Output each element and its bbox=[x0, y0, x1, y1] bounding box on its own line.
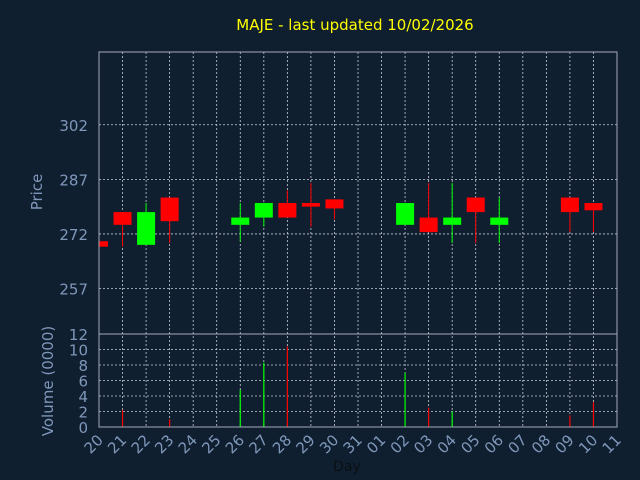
x-tick-label: 25 bbox=[198, 431, 224, 457]
candle-body bbox=[419, 217, 438, 233]
volume-tick-label: 12 bbox=[69, 326, 88, 344]
candle-body bbox=[325, 199, 344, 209]
price-tick-label: 287 bbox=[59, 171, 88, 189]
x-tick-label: 06 bbox=[481, 431, 507, 457]
price-axis-label: Price bbox=[28, 174, 46, 211]
candle-body bbox=[490, 217, 509, 225]
volume-tick-label: 4 bbox=[78, 388, 88, 406]
volume-tick-label: 10 bbox=[69, 342, 88, 360]
x-tick-label: 21 bbox=[104, 431, 130, 457]
candle-body bbox=[466, 197, 485, 213]
candle-body bbox=[137, 212, 156, 245]
candle-body bbox=[254, 203, 273, 218]
chart-title: MAJE - last updated 10/02/2026 bbox=[236, 16, 473, 34]
x-tick-label: 27 bbox=[245, 431, 271, 457]
volume-tick-label: 0 bbox=[78, 419, 88, 437]
candle-body bbox=[231, 217, 250, 225]
volume-panel-frame bbox=[98, 333, 618, 428]
x-axis-label: Day bbox=[333, 459, 361, 475]
x-tick-label: 23 bbox=[151, 431, 177, 457]
price-tick-label: 302 bbox=[59, 117, 88, 135]
x-tick-label: 11 bbox=[599, 431, 625, 457]
grid-lines bbox=[99, 52, 617, 427]
price-candles bbox=[98, 182, 603, 247]
plot-frames bbox=[98, 51, 618, 428]
candle-body bbox=[301, 203, 320, 207]
candle-body bbox=[443, 217, 462, 225]
candle-body bbox=[584, 203, 603, 211]
x-tick-label: 31 bbox=[340, 431, 366, 457]
x-tick-label: 26 bbox=[222, 431, 248, 457]
volume-bars bbox=[121, 346, 595, 427]
x-tick-label: 04 bbox=[434, 431, 460, 457]
x-tick-label: 02 bbox=[387, 431, 413, 457]
candle-body bbox=[396, 203, 415, 225]
candle-body bbox=[160, 197, 179, 222]
price-tick-label: 257 bbox=[59, 281, 88, 299]
x-tick-label: 01 bbox=[363, 431, 389, 457]
volume-tick-label: 8 bbox=[78, 357, 88, 375]
x-tick-label: 03 bbox=[410, 431, 436, 457]
x-tick-label: 08 bbox=[528, 431, 554, 457]
x-tick-label: 30 bbox=[316, 431, 342, 457]
volume-tick-label: 6 bbox=[78, 373, 88, 391]
x-tick-label: 07 bbox=[504, 431, 530, 457]
price-tick-label: 272 bbox=[59, 226, 88, 244]
tick-labels: 2572722873020246810122021222324252627282… bbox=[59, 117, 624, 458]
candle-body bbox=[113, 212, 132, 225]
volume-tick-label: 2 bbox=[78, 404, 88, 422]
x-tick-label: 22 bbox=[128, 431, 154, 457]
x-tick-label: 24 bbox=[175, 431, 201, 457]
candle-body bbox=[560, 197, 579, 213]
x-tick-label: 09 bbox=[552, 431, 578, 457]
x-tick-label: 10 bbox=[575, 431, 601, 457]
volume-axis-label: Volume (0000) bbox=[39, 326, 57, 436]
x-tick-label: 29 bbox=[293, 431, 319, 457]
x-tick-label: 28 bbox=[269, 431, 295, 457]
candle-body bbox=[99, 241, 108, 247]
candle-body bbox=[278, 203, 297, 218]
x-tick-label: 05 bbox=[457, 431, 483, 457]
